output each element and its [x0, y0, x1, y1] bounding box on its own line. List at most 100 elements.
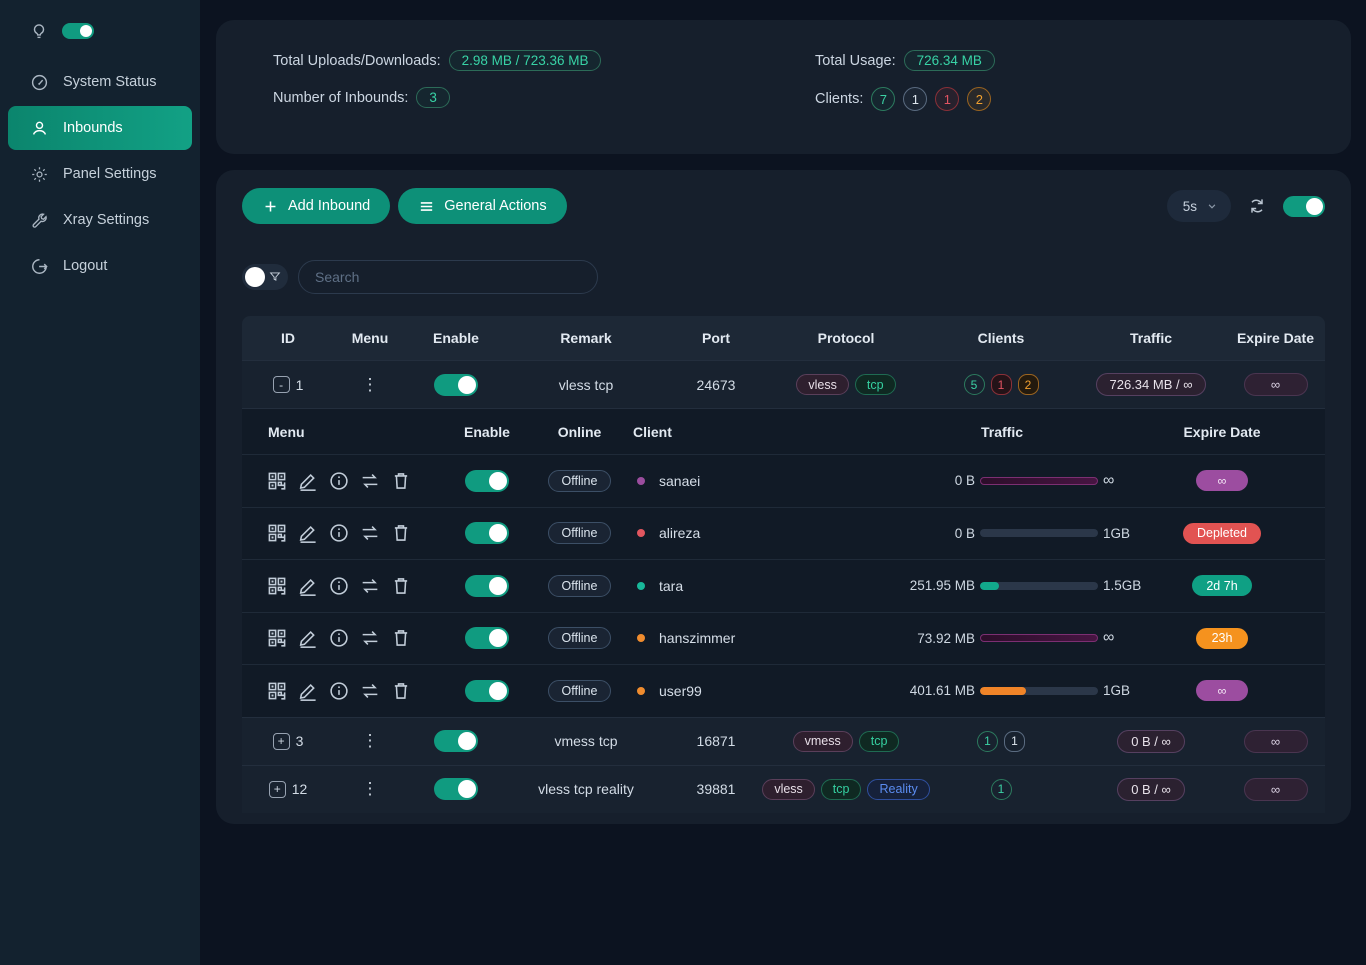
reset-traffic-icon[interactable] [359, 627, 381, 649]
dark-mode-toggle[interactable] [62, 23, 94, 39]
traffic-used: 73.92 MB [917, 630, 975, 646]
client-row-user99: Offline user99 401.61 MB 1GB ∞ [242, 664, 1325, 717]
row-menu-icon[interactable]: ⋮ [361, 374, 379, 394]
protocol-badge: vmess [792, 730, 853, 752]
delete-icon[interactable] [390, 680, 412, 702]
col-header-clients: Clients [977, 330, 1025, 346]
inbound-enable-toggle[interactable] [434, 778, 478, 800]
general-actions-button[interactable]: General Actions [398, 188, 567, 224]
row-menu-icon[interactable]: ⋮ [361, 779, 379, 798]
qrcode-icon[interactable] [266, 680, 288, 702]
edit-icon[interactable] [297, 627, 319, 649]
reset-traffic-icon[interactable] [359, 680, 381, 702]
sidebar-item-panel-settings[interactable]: Panel Settings [8, 152, 192, 196]
clients-count-badge: 5 [963, 374, 985, 395]
refresh-icon[interactable] [1247, 196, 1267, 216]
edit-icon[interactable] [297, 680, 319, 702]
inbound-row-3: + 3 ⋮ vmess tcp 16871 vmess tcp 1 1 0 B … [242, 716, 1325, 765]
info-icon[interactable] [328, 522, 350, 544]
col-header-traffic: Traffic [1129, 330, 1172, 346]
sidebar-item-logout[interactable]: Logout [8, 244, 192, 288]
total-usage-value: 726.34 MB [903, 50, 995, 71]
info-icon[interactable] [328, 680, 350, 702]
client-enable-toggle[interactable] [465, 627, 509, 650]
protocol-badge: tcp [854, 374, 896, 395]
sidebar-item-xray-settings[interactable]: Xray Settings [8, 198, 192, 242]
client-enable-toggle[interactable] [465, 522, 509, 545]
traffic-total: ∞ [1103, 629, 1115, 647]
client-enable-toggle[interactable] [465, 679, 509, 702]
info-icon[interactable] [328, 470, 350, 492]
inbound-row-12: + 12 ⋮ vless tcp reality 39881 vless tcp… [242, 764, 1325, 813]
traffic-used: 251.95 MB [909, 578, 975, 594]
client-name: alireza [659, 525, 701, 542]
info-icon[interactable] [328, 575, 350, 597]
row-menu-icon[interactable]: ⋮ [361, 731, 379, 750]
col-header-protocol: Protocol [817, 330, 875, 346]
client-row-alireza: Offline alireza 0 B 1GB Depleted [242, 506, 1325, 560]
stats-card: Total Uploads/Downloads: 2.98 MB / 723.3… [216, 20, 1351, 154]
clients-neutral-badge: 1 [903, 87, 928, 111]
sidebar-item-label: Xray Settings [63, 212, 150, 228]
inbound-port: 16871 [696, 733, 736, 749]
auto-refresh-toggle[interactable] [1283, 195, 1325, 217]
reset-traffic-icon[interactable] [359, 575, 381, 597]
qrcode-icon[interactable] [266, 470, 288, 492]
inbound-id: 12 [291, 781, 308, 797]
client-table-header: Menu Enable Online Client Traffic Expire… [242, 408, 1325, 454]
delete-icon[interactable] [390, 627, 412, 649]
qrcode-icon[interactable] [266, 575, 288, 597]
client-name: hanszimmer [659, 630, 736, 647]
edit-icon[interactable] [297, 522, 319, 544]
delete-icon[interactable] [390, 522, 412, 544]
qrcode-icon[interactable] [266, 522, 288, 544]
client-name: sanaei [659, 472, 701, 489]
expand-row-button[interactable]: + [272, 732, 290, 750]
plus-icon [262, 198, 279, 215]
traffic-progress-bar [980, 634, 1098, 643]
delete-icon[interactable] [390, 470, 412, 492]
inbound-port: 24673 [696, 376, 736, 393]
user-icon [30, 119, 49, 138]
delete-icon[interactable] [390, 575, 412, 597]
online-status-badge: Offline [547, 679, 612, 702]
table-header-row: ID Menu Enable Remark Port Protocol Clie… [242, 316, 1325, 360]
number-of-inbounds-label: Number of Inbounds: [273, 89, 409, 106]
edit-icon[interactable] [297, 575, 319, 597]
sidebar-item-inbounds[interactable]: Inbounds [8, 106, 192, 150]
filter-funnel-icon [268, 270, 282, 284]
clients-count-badge: 1 [990, 778, 1012, 800]
reset-traffic-icon[interactable] [359, 522, 381, 544]
inbound-row-1: - 1 ⋮ vless tcp 24673 vless tcp 5 1 2 72… [242, 360, 1325, 408]
traffic-progress-bar [980, 476, 1098, 485]
info-icon[interactable] [328, 627, 350, 649]
collapse-row-button[interactable]: - [272, 376, 290, 393]
inbound-enable-toggle[interactable] [434, 730, 478, 752]
traffic-total: 1GB [1103, 525, 1131, 541]
expand-row-button[interactable]: + [268, 780, 286, 798]
add-inbound-button[interactable]: Add Inbound [242, 188, 391, 224]
refresh-interval-select[interactable]: 5s [1166, 190, 1231, 222]
protocol-badge: Reality [867, 778, 930, 800]
client-enable-toggle[interactable] [465, 574, 509, 597]
reset-traffic-icon[interactable] [359, 470, 381, 492]
search-input[interactable] [298, 260, 598, 294]
dashboard-icon [30, 73, 49, 92]
col-header-enable: Enable [433, 330, 479, 346]
edit-icon[interactable] [297, 470, 319, 492]
filter-toggle[interactable] [242, 264, 288, 290]
client-color-dot [637, 686, 645, 695]
traffic-total: ∞ [1103, 471, 1115, 489]
general-actions-label: General Actions [444, 198, 547, 214]
col-header-menu: Menu [268, 423, 305, 440]
col-header-remark: Remark [560, 330, 612, 346]
sidebar-item-label: Inbounds [63, 120, 123, 136]
client-row-hanszimmer: Offline hanszimmer 73.92 MB ∞ 23h [242, 611, 1325, 665]
inbound-enable-toggle[interactable] [434, 373, 478, 396]
protocol-badge: tcp [858, 730, 900, 752]
sidebar-item-system-status[interactable]: System Status [8, 60, 192, 104]
inbound-port: 39881 [696, 781, 736, 797]
qrcode-icon[interactable] [266, 627, 288, 649]
col-header-port: Port [702, 330, 730, 346]
client-enable-toggle[interactable] [465, 469, 509, 492]
